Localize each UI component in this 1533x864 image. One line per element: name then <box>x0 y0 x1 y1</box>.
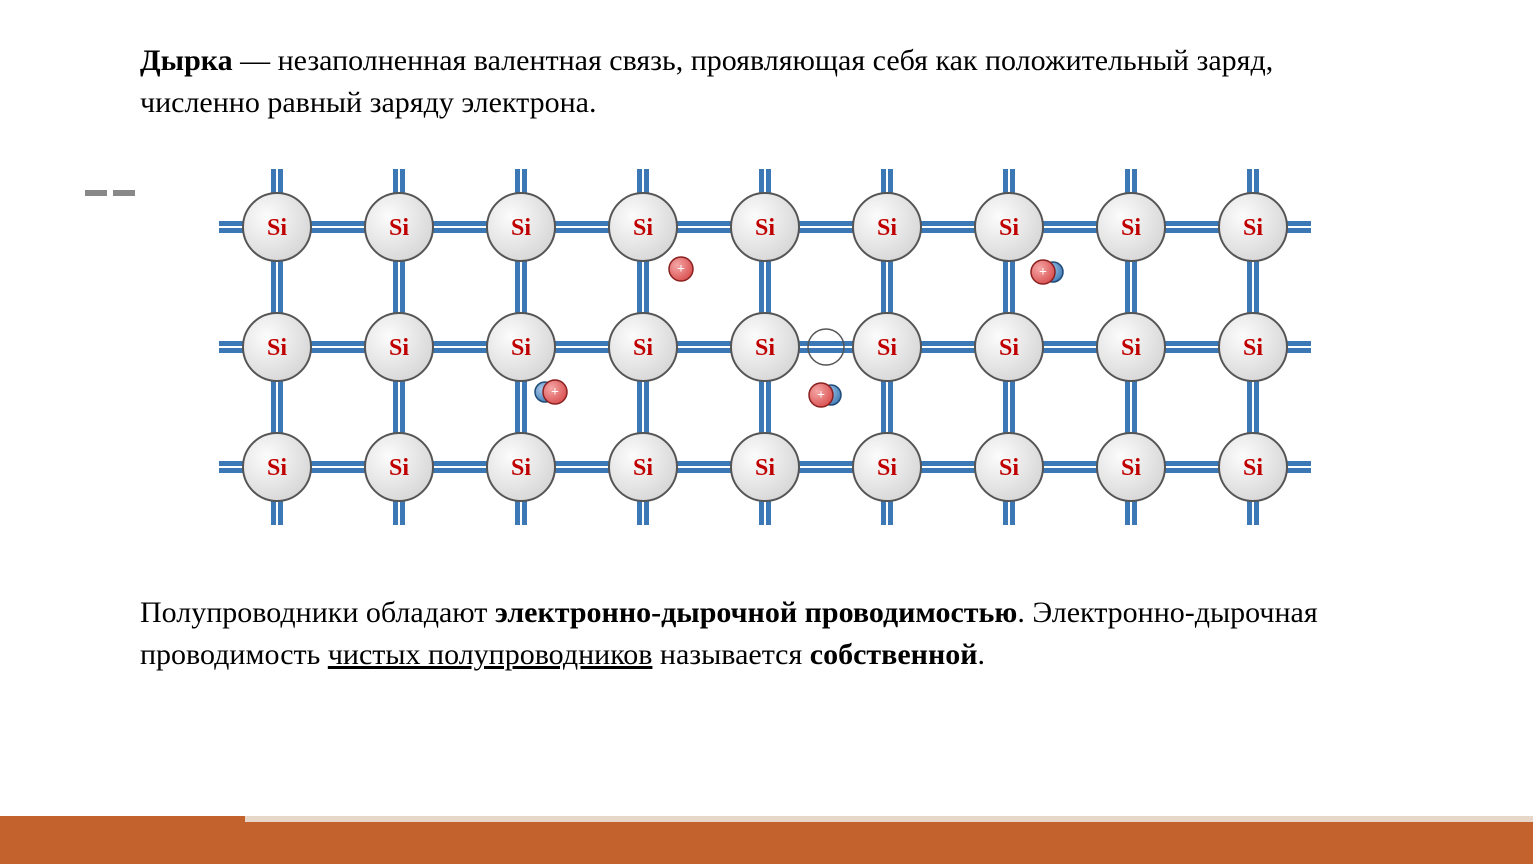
atom-label: Si <box>510 335 530 361</box>
lattice-diagram: ++++SiSiSiSiSiSiSiSiSiSiSiSiSiSiSiSiSiSi… <box>177 132 1357 562</box>
atom-label: Si <box>1120 335 1140 361</box>
atom-label: Si <box>266 335 286 361</box>
atoms-group: Si Si Si Si Si Si Si Si Si Si Si Si Si Si Si Si Si Si Si Si… <box>243 193 1287 501</box>
atom-label: Si <box>632 215 652 241</box>
margin-tick-icon <box>85 190 135 196</box>
svg-text:+: + <box>1039 265 1047 280</box>
svg-text:+: + <box>817 388 825 403</box>
atom-label: Si <box>388 215 408 241</box>
atom-label: Si <box>1242 335 1262 361</box>
atom-label: Si <box>998 215 1018 241</box>
atom-label: Si <box>510 215 530 241</box>
atom-label: Si <box>998 455 1018 481</box>
atom-label: Si <box>1242 455 1262 481</box>
bold-phrase-2: собственной <box>810 638 978 671</box>
conductivity-text: Полупроводники обладают электронно-дыроч… <box>140 592 1393 676</box>
footer-bar <box>0 816 1533 864</box>
bold-phrase-1: электронно-дырочной проводимостью <box>495 596 1017 629</box>
definition-text: Дырка — незаполненная валентная связь, п… <box>140 40 1393 124</box>
atom-label: Si <box>754 335 774 361</box>
atom-label: Si <box>266 455 286 481</box>
atom-label: Si <box>510 455 530 481</box>
atom-label: Si <box>876 335 896 361</box>
atom-label: Si <box>388 335 408 361</box>
term-bold: Дырка <box>140 44 233 77</box>
atom-label: Si <box>388 455 408 481</box>
atom-label: Si <box>266 215 286 241</box>
atom-label: Si <box>754 215 774 241</box>
definition-rest: — незаполненная валентная связь, проявля… <box>140 44 1273 119</box>
atom-label: Si <box>1242 215 1262 241</box>
svg-text:+: + <box>551 385 559 400</box>
underline-phrase: чистых полупроводников <box>328 638 653 671</box>
atom-label: Si <box>876 215 896 241</box>
atom-label: Si <box>998 335 1018 361</box>
atom-label: Si <box>1120 455 1140 481</box>
atom-label: Si <box>876 455 896 481</box>
svg-text:+: + <box>677 262 685 277</box>
atom-label: Si <box>754 455 774 481</box>
lattice-svg: ++++SiSiSiSiSiSiSiSiSiSiSiSiSiSiSiSiSiSi… <box>177 132 1357 562</box>
atom-label: Si <box>632 335 652 361</box>
atom-label: Si <box>1120 215 1140 241</box>
atom-label: Si <box>632 455 652 481</box>
vacancy-ring-icon <box>808 329 844 365</box>
